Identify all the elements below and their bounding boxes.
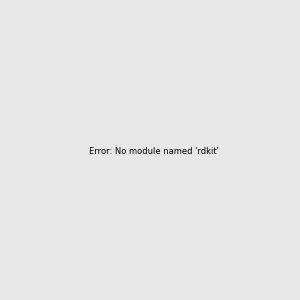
Text: Error: No module named 'rdkit': Error: No module named 'rdkit' xyxy=(89,147,219,156)
